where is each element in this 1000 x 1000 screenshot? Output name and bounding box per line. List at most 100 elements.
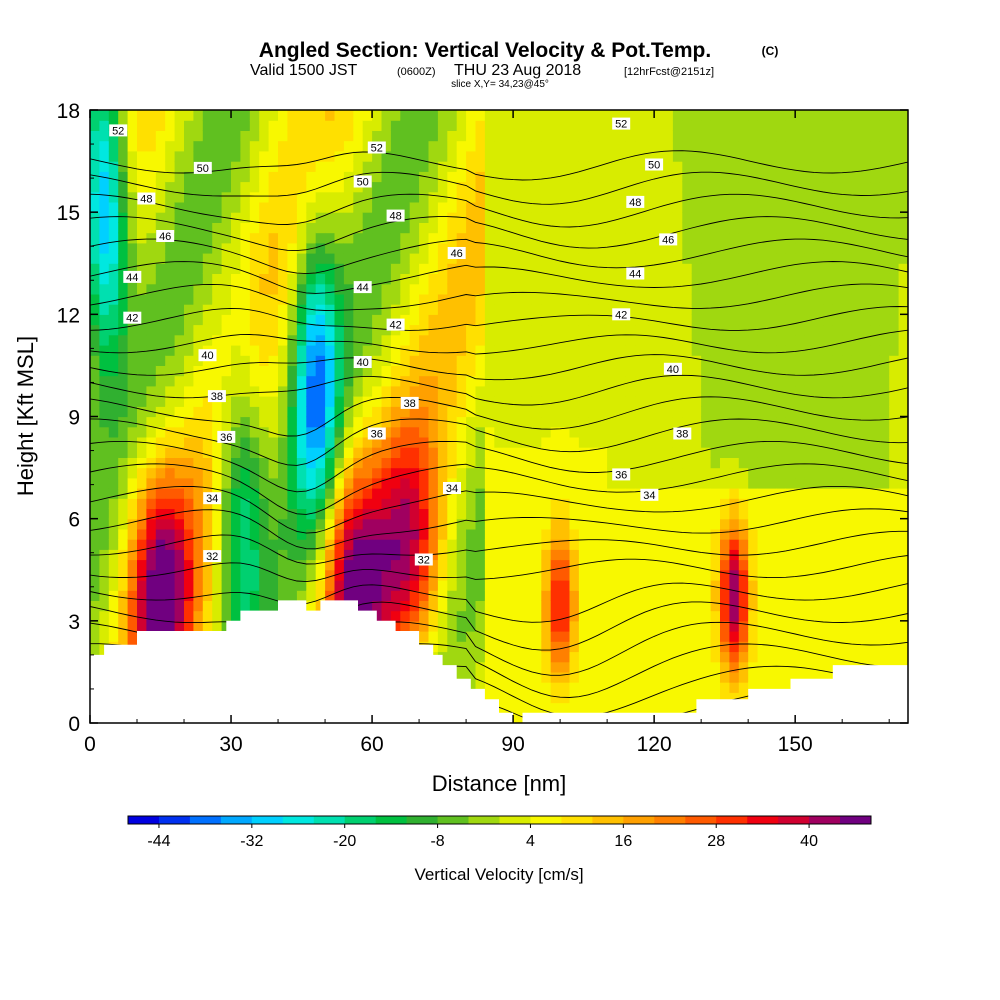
velocity-cell bbox=[710, 580, 721, 591]
velocity-cell bbox=[503, 120, 514, 131]
velocity-cell bbox=[682, 222, 693, 234]
velocity-cell bbox=[475, 396, 486, 407]
velocity-cell bbox=[165, 590, 176, 601]
velocity-cell bbox=[127, 161, 138, 172]
velocity-cell bbox=[795, 671, 806, 683]
velocity-cell bbox=[578, 488, 589, 499]
velocity-cell bbox=[287, 304, 298, 315]
velocity-cell bbox=[785, 345, 796, 356]
velocity-cell bbox=[155, 580, 166, 591]
velocity-cell bbox=[569, 559, 580, 571]
velocity-cell bbox=[691, 140, 702, 152]
velocity-cell bbox=[682, 150, 693, 162]
velocity-cell bbox=[475, 447, 486, 458]
velocity-cell bbox=[560, 120, 571, 131]
velocity-cell bbox=[682, 416, 693, 428]
velocity-cell bbox=[99, 140, 110, 152]
velocity-cell bbox=[644, 110, 655, 121]
velocity-cell bbox=[814, 467, 824, 479]
velocity-cell bbox=[578, 120, 589, 131]
velocity-cell bbox=[550, 569, 561, 581]
velocity-cell bbox=[99, 498, 110, 509]
velocity-cell bbox=[832, 110, 843, 121]
velocity-cell bbox=[578, 590, 589, 601]
velocity-cell bbox=[466, 559, 477, 571]
velocity-cell bbox=[720, 222, 730, 234]
velocity-cell bbox=[108, 416, 119, 428]
velocity-cell bbox=[682, 477, 693, 489]
velocity-cell bbox=[691, 467, 702, 479]
velocity-cell bbox=[672, 671, 683, 683]
velocity-cell bbox=[625, 549, 636, 561]
velocity-cell bbox=[362, 467, 373, 479]
velocity-cell bbox=[456, 508, 467, 520]
velocity-cell bbox=[644, 457, 655, 469]
velocity-cell bbox=[99, 488, 110, 499]
velocity-cell bbox=[428, 396, 439, 407]
velocity-cell bbox=[578, 610, 589, 622]
velocity-cell bbox=[240, 426, 251, 438]
velocity-cell bbox=[466, 140, 477, 152]
velocity-cell bbox=[184, 222, 194, 234]
velocity-cell bbox=[663, 181, 674, 193]
velocity-cell bbox=[287, 253, 298, 264]
velocity-cell bbox=[814, 488, 824, 499]
velocity-cell bbox=[212, 457, 223, 469]
velocity-cell bbox=[644, 283, 655, 295]
velocity-cell bbox=[315, 416, 326, 428]
velocity-cell bbox=[456, 161, 467, 172]
velocity-cell bbox=[118, 314, 129, 326]
velocity-cell bbox=[757, 222, 768, 234]
velocity-cell bbox=[842, 253, 853, 264]
velocity-cell bbox=[541, 385, 552, 397]
velocity-cell bbox=[832, 150, 843, 162]
velocity-cell bbox=[362, 477, 373, 489]
velocity-cell bbox=[672, 610, 683, 622]
velocity-cell bbox=[776, 263, 787, 274]
velocity-cell bbox=[174, 447, 185, 458]
velocity-cell bbox=[522, 549, 533, 561]
velocity-cell bbox=[306, 334, 317, 346]
velocity-cell bbox=[663, 539, 674, 550]
velocity-cell bbox=[597, 365, 608, 377]
velocity-cell bbox=[569, 600, 580, 612]
velocity-cell bbox=[353, 416, 364, 428]
velocity-cell bbox=[165, 150, 176, 162]
velocity-cell bbox=[720, 436, 730, 448]
velocity-cell bbox=[560, 232, 571, 244]
velocity-cell bbox=[437, 334, 448, 346]
valid-date: THU 23 Aug 2018 bbox=[454, 62, 581, 79]
velocity-cell bbox=[569, 569, 580, 581]
velocity-cell bbox=[720, 181, 730, 193]
velocity-cell bbox=[437, 232, 448, 244]
velocity-cell bbox=[861, 385, 871, 397]
velocity-cell bbox=[146, 580, 157, 591]
velocity-cell bbox=[127, 416, 138, 428]
velocity-cell bbox=[522, 661, 533, 673]
velocity-cell bbox=[381, 140, 392, 152]
velocity-cell bbox=[851, 283, 862, 295]
velocity-cell bbox=[174, 528, 185, 540]
velocity-cell bbox=[785, 293, 796, 305]
velocity-cell bbox=[560, 671, 571, 683]
velocity-cell bbox=[560, 549, 571, 561]
velocity-cell bbox=[757, 620, 768, 632]
velocity-cell bbox=[202, 191, 213, 203]
velocity-cell bbox=[729, 293, 740, 305]
velocity-cell bbox=[202, 334, 213, 346]
velocity-cell bbox=[682, 345, 693, 356]
velocity-cell bbox=[531, 590, 542, 601]
velocity-cell bbox=[720, 580, 730, 591]
velocity-cell bbox=[861, 620, 871, 632]
velocity-cell bbox=[231, 181, 241, 193]
velocity-cell bbox=[494, 488, 505, 499]
velocity-cell bbox=[522, 273, 533, 285]
velocity-cell bbox=[287, 385, 298, 397]
velocity-cell bbox=[503, 140, 514, 152]
velocity-cell bbox=[249, 242, 260, 254]
velocity-cell bbox=[578, 283, 589, 295]
velocity-cell bbox=[682, 406, 693, 418]
velocity-cell bbox=[137, 201, 147, 213]
velocity-cell bbox=[842, 590, 853, 601]
velocity-cell bbox=[325, 559, 336, 571]
